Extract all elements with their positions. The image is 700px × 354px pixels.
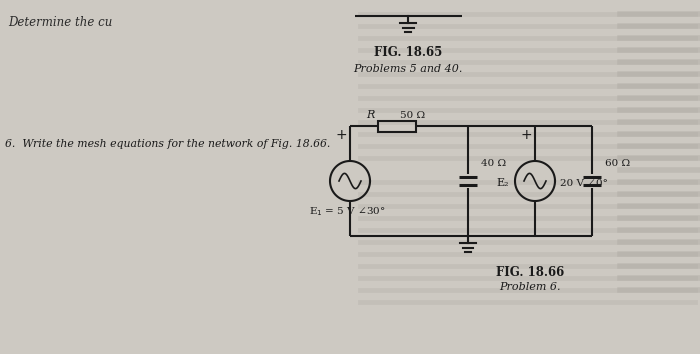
Text: +: + (520, 128, 532, 142)
Text: FIG. 18.66: FIG. 18.66 (496, 266, 564, 279)
Text: 60 Ω: 60 Ω (605, 159, 630, 168)
Text: 20 V ∠0°: 20 V ∠0° (560, 179, 608, 188)
Text: E$_1$ = 5 V ∠30°: E$_1$ = 5 V ∠30° (309, 205, 386, 218)
Text: Determine the cu: Determine the cu (8, 16, 113, 29)
Bar (378, 120, 416, 131)
Text: 6.  Write the mesh equations for the network of Fig. 18.66.: 6. Write the mesh equations for the netw… (5, 139, 330, 149)
Text: +: + (335, 128, 346, 142)
Text: 40 Ω: 40 Ω (481, 159, 506, 168)
Text: Problems 5 and 40.: Problems 5 and 40. (354, 64, 463, 74)
Text: 50 Ω: 50 Ω (400, 111, 425, 120)
Text: E₂: E₂ (496, 178, 509, 188)
Text: R: R (366, 110, 375, 120)
Text: Problem 6.: Problem 6. (499, 282, 561, 292)
Text: FIG. 18.65: FIG. 18.65 (374, 46, 442, 59)
